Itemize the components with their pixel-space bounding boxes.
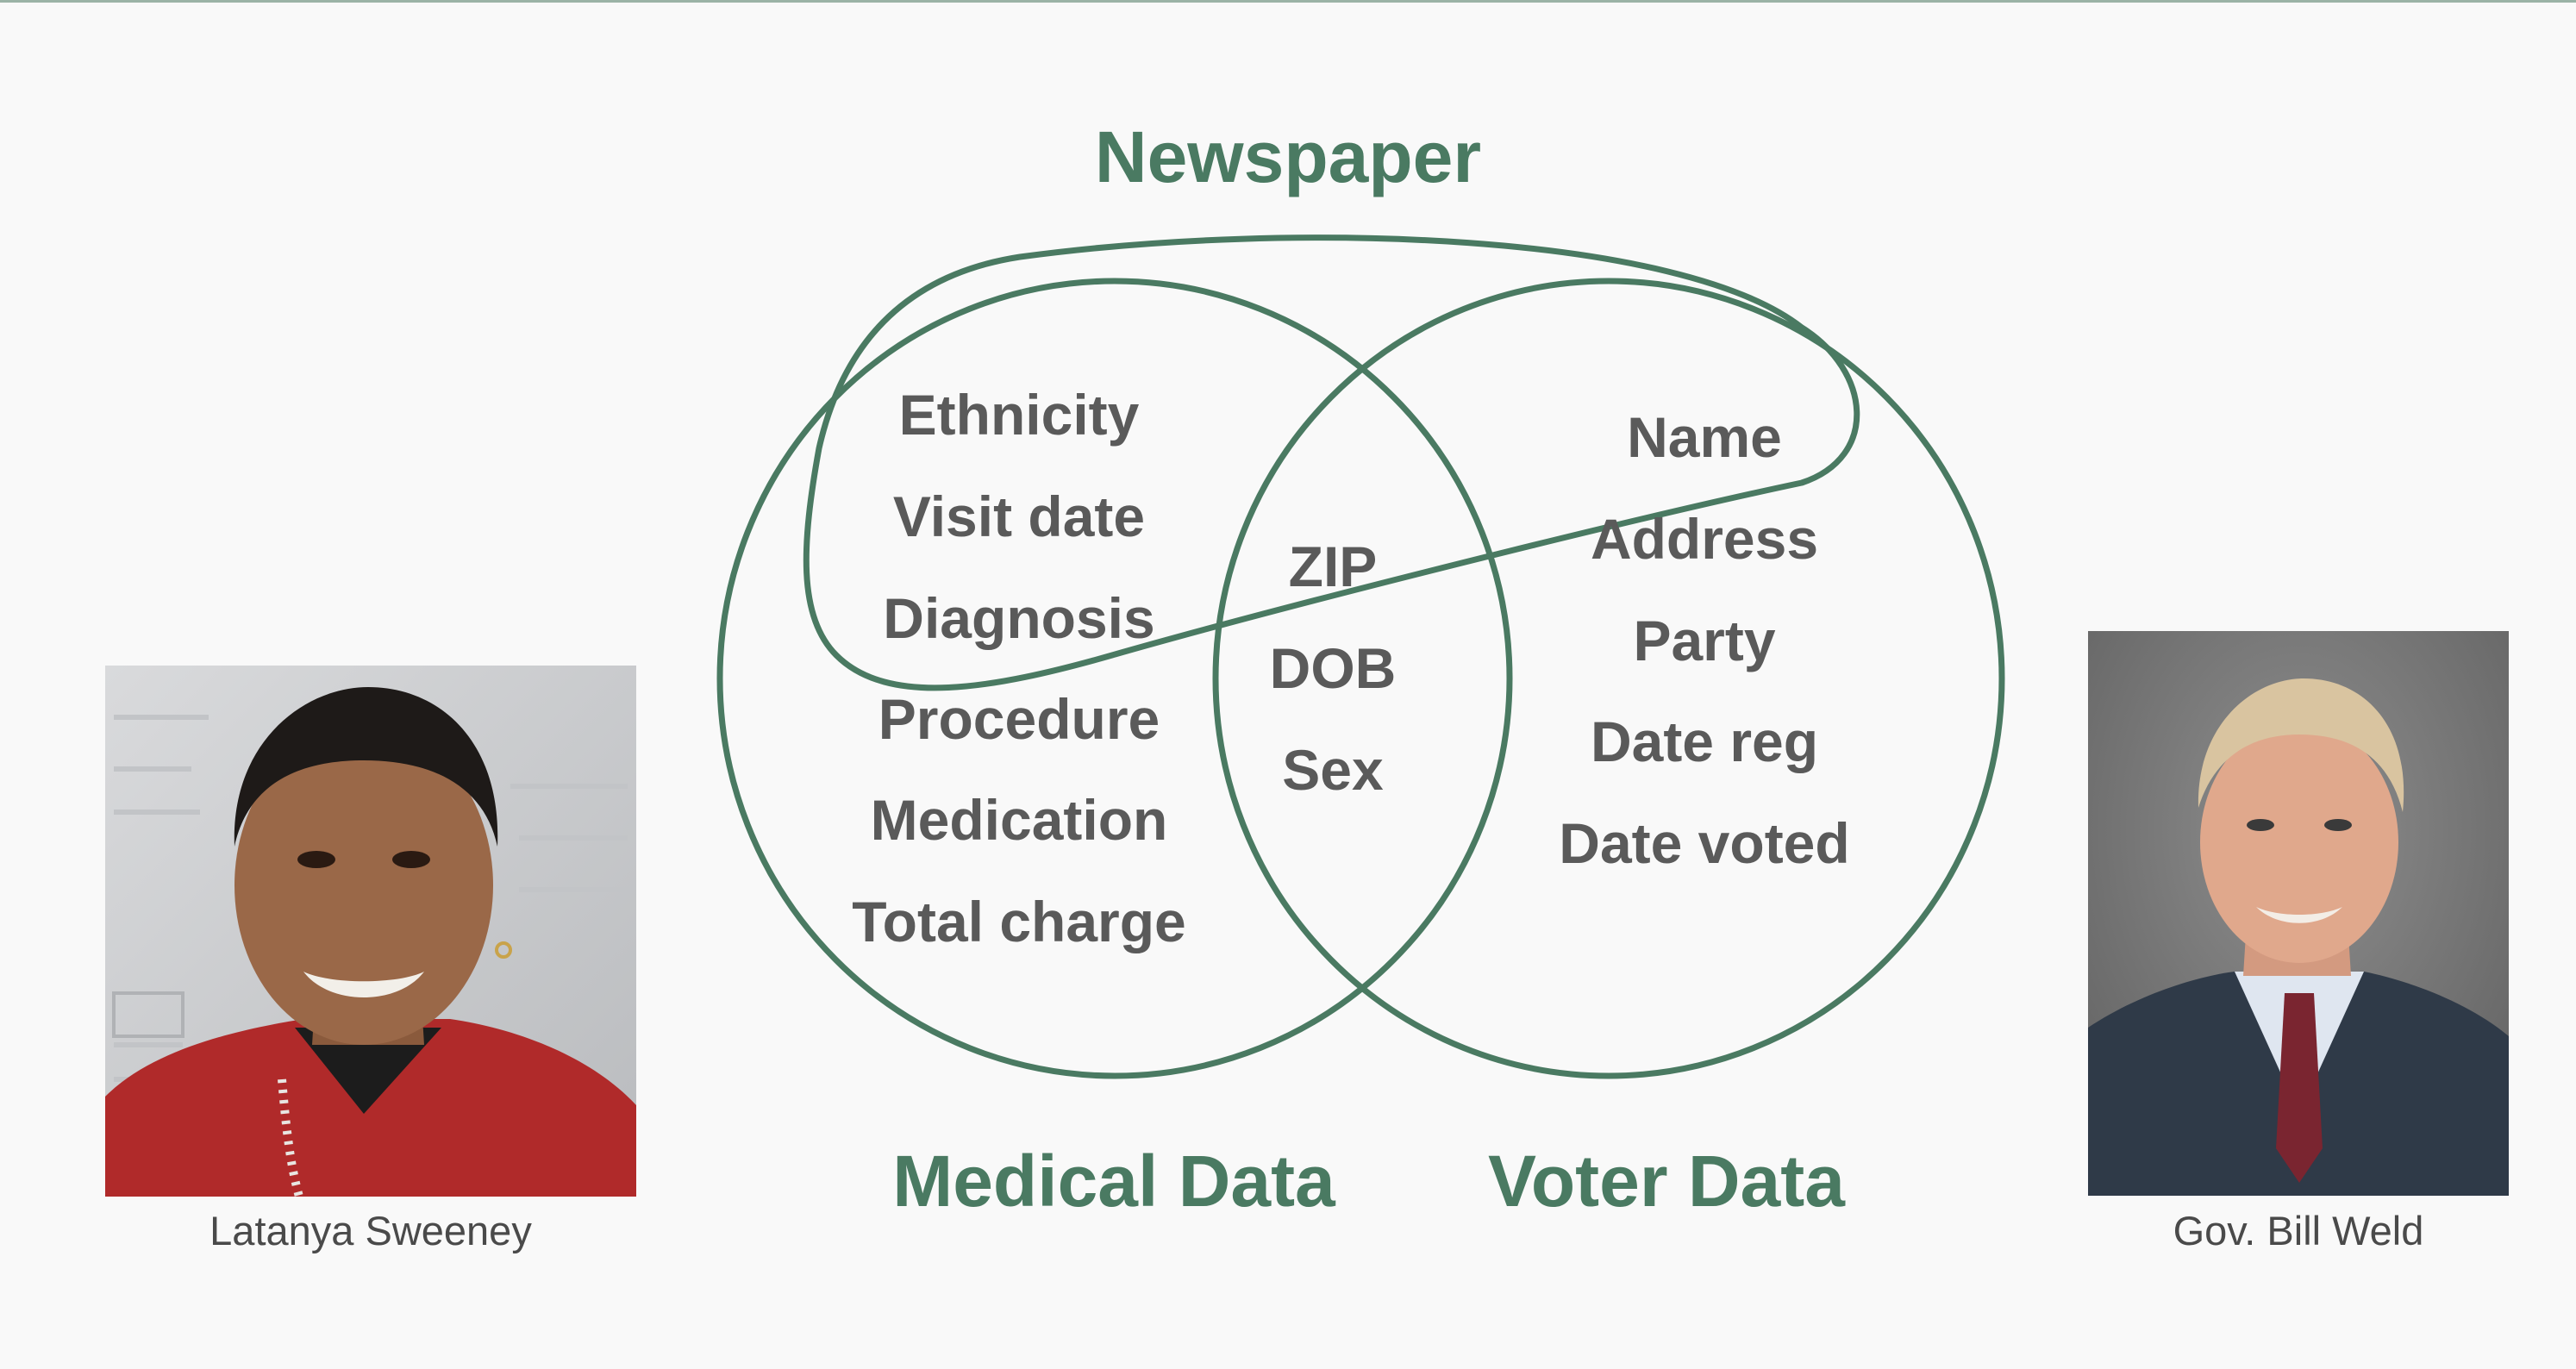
shared-item: ZIP [1288, 534, 1378, 598]
voter-item: Address [1590, 507, 1819, 571]
voter-item: Name [1627, 405, 1782, 469]
voter-item: Date reg [1590, 710, 1819, 773]
medical-item: Total charge [852, 890, 1186, 953]
voter-data-label: Voter Data [1488, 1141, 1845, 1222]
medical-item: Visit date [892, 484, 1146, 548]
medical-item: Medication [870, 788, 1168, 852]
voter-item: Date voted [1559, 811, 1850, 875]
newspaper-label: Newspaper [1094, 116, 1482, 197]
shared-item: Sex [1282, 738, 1384, 802]
top-divider [0, 0, 2576, 3]
voter-item: Party [1633, 609, 1776, 672]
medical-data-label: Medical Data [892, 1141, 1335, 1222]
bill-weld-photo [2088, 631, 2509, 1196]
medical-item: Diagnosis [883, 586, 1155, 650]
portrait-image [105, 666, 636, 1197]
medical-item: Procedure [878, 687, 1160, 751]
portrait-image [2088, 631, 2509, 1196]
right-person-caption: Gov. Bill Weld [2173, 1208, 2424, 1253]
shared-item: DOB [1269, 636, 1397, 700]
left-person-caption: Latanya Sweeney [209, 1208, 532, 1253]
medical-item: Ethnicity [898, 383, 1140, 447]
latanya-sweeney-photo [105, 666, 636, 1197]
newspaper-loop [803, 234, 1860, 691]
voter-data-circle [1212, 278, 2005, 1079]
medical-data-circle [716, 278, 1513, 1079]
